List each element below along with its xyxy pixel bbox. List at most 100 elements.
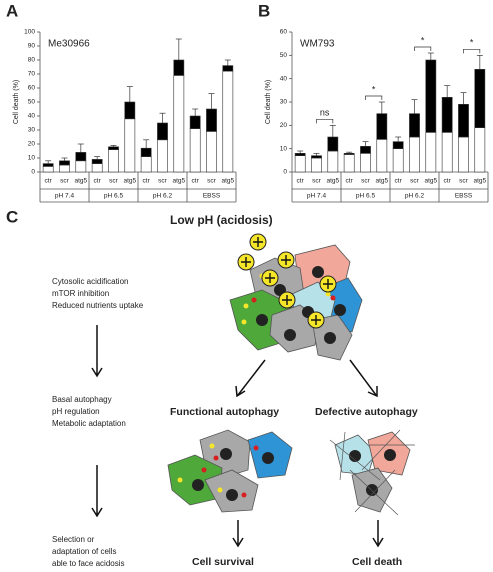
x-tick-label: ctr <box>395 178 403 185</box>
x-tick-label: scr <box>361 178 371 185</box>
step-text: Selection or <box>52 535 95 544</box>
y-tick-label: 60 <box>280 29 288 36</box>
y-tick-label: 30 <box>28 127 36 134</box>
x-tick-label: atg5 <box>173 178 186 185</box>
bar-segment <box>343 153 355 155</box>
significance-bracket <box>414 46 432 51</box>
bar-segment <box>91 159 103 164</box>
bar-segment <box>327 150 339 173</box>
bar-segment <box>360 146 371 154</box>
step-text: Basal autophagy <box>52 395 112 404</box>
cell-cluster-functional <box>167 429 293 513</box>
significance-label: * <box>372 84 376 94</box>
x-tick-label: ctr <box>45 178 53 185</box>
bar-segment <box>376 113 388 140</box>
y-axis-label: Cell death (%) <box>13 80 20 124</box>
x-tick-label: atg5 <box>327 178 340 185</box>
y-tick-label: 50 <box>280 52 288 59</box>
y-tick-label: 40 <box>28 113 36 120</box>
chart-title: Me30966 <box>48 39 90 50</box>
x-tick-label: ctr <box>143 178 151 185</box>
bar-segment <box>173 59 185 76</box>
bar-segment <box>474 69 486 128</box>
bar-segment <box>42 163 54 167</box>
bar-segment <box>458 104 469 138</box>
bar-segment <box>294 155 306 173</box>
x-tick-label: ctr <box>346 178 354 185</box>
bar-segment <box>425 132 437 173</box>
x-tick-label: scr <box>207 178 217 185</box>
panel-label: C <box>6 207 18 226</box>
y-tick-label: 10 <box>28 155 36 162</box>
bar-segment <box>409 136 420 173</box>
y-tick-label: 100 <box>24 29 35 36</box>
bar-segment <box>206 131 217 173</box>
acid-protons <box>237 233 337 329</box>
bar-segment <box>124 101 136 120</box>
significance-label: ns <box>320 108 330 118</box>
step-text: able to face acidosis <box>52 559 125 568</box>
x-tick-label: ctr <box>94 178 102 185</box>
bar-segment <box>75 152 87 162</box>
panel-label: A <box>6 1 18 20</box>
outcome-label: Cell survival <box>192 556 254 568</box>
y-tick-label: 50 <box>28 99 36 106</box>
bar-segment <box>157 122 168 141</box>
x-tick-label: atg5 <box>425 178 438 185</box>
step-text: Metabolic adaptation <box>52 419 126 428</box>
group-label: pH 6.2 <box>405 193 425 200</box>
x-tick-label: atg5 <box>124 178 137 185</box>
branch-label: Defective autophagy <box>315 406 418 418</box>
significance-bracket <box>316 118 334 124</box>
bar-segment <box>157 139 168 173</box>
group-label: pH 7.4 <box>307 193 327 200</box>
bar-segment <box>124 118 136 173</box>
bar-segment <box>409 113 420 138</box>
bar-segment <box>294 153 306 156</box>
bar-segment <box>173 75 185 173</box>
y-tick-label: 60 <box>28 85 36 92</box>
bar-segment <box>311 157 322 173</box>
y-tick-label: 30 <box>280 99 288 106</box>
group-label: pH 6.2 <box>153 193 173 200</box>
group-label: EBSS <box>203 193 221 200</box>
x-tick-label: atg5 <box>75 178 88 185</box>
bar-segment <box>474 127 486 173</box>
branch-label: Functional autophagy <box>170 406 279 418</box>
y-tick-label: 20 <box>280 122 288 129</box>
bar-segment <box>108 146 119 150</box>
y-tick-label: 80 <box>28 57 36 64</box>
bar-segment <box>392 148 404 173</box>
x-tick-label: scr <box>459 178 469 185</box>
y-tick-label: 0 <box>283 169 287 176</box>
bar-segment <box>59 160 70 166</box>
significance-label: * <box>421 35 425 45</box>
group-label: pH 6.5 <box>104 193 124 200</box>
significance-label: * <box>470 38 474 48</box>
step-text: Reduced nutrients uptake <box>52 301 144 310</box>
bar-segment <box>392 141 404 149</box>
significance-bracket <box>463 48 481 54</box>
bar-segment <box>222 65 234 72</box>
bar-segment <box>376 139 388 173</box>
x-tick-label: ctr <box>192 178 200 185</box>
x-tick-label: atg5 <box>474 178 487 185</box>
diagram-title: Low pH (acidosis) <box>170 213 273 227</box>
step-text: pH regulation <box>52 407 100 416</box>
y-tick-label: 90 <box>28 43 36 50</box>
x-tick-label: ctr <box>444 178 452 185</box>
bar-segment <box>222 70 234 173</box>
y-tick-label: 20 <box>28 141 36 148</box>
bar-segment <box>360 153 371 173</box>
y-axis-label: Cell death (%) <box>265 80 272 124</box>
bar-segment <box>343 154 355 173</box>
group-label: pH 7.4 <box>55 193 75 200</box>
x-tick-label: scr <box>60 178 70 185</box>
x-tick-label: scr <box>410 178 420 185</box>
cell-cluster-acidosis <box>229 244 363 361</box>
significance-bracket <box>365 95 383 100</box>
arrows <box>91 325 384 548</box>
x-tick-label: atg5 <box>222 178 235 185</box>
bar-segment <box>441 132 453 173</box>
